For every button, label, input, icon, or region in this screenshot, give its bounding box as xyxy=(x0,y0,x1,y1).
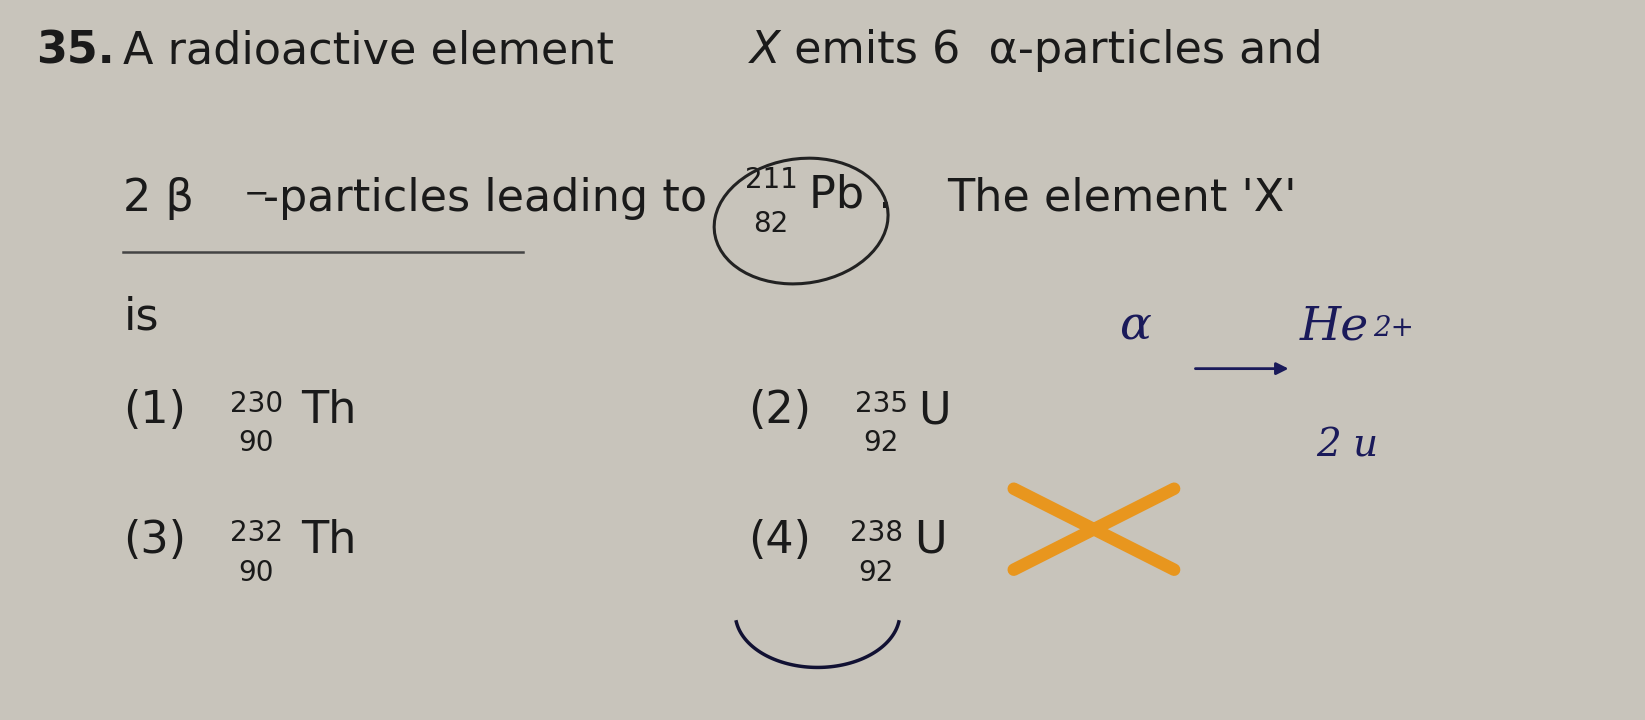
Text: 232: 232 xyxy=(230,519,283,547)
Text: (4): (4) xyxy=(748,518,811,562)
Text: 2 β: 2 β xyxy=(123,176,194,220)
Text: 235: 235 xyxy=(855,390,908,418)
Text: 82: 82 xyxy=(753,210,788,238)
Text: 2 u: 2 u xyxy=(1316,428,1379,464)
Text: α: α xyxy=(1119,304,1150,349)
Text: 90: 90 xyxy=(239,559,275,587)
Text: 238: 238 xyxy=(850,519,903,547)
Text: Pb .: Pb . xyxy=(809,173,893,216)
Text: The element 'X': The element 'X' xyxy=(948,176,1296,220)
Text: Th: Th xyxy=(301,389,357,432)
Text: 230: 230 xyxy=(230,390,283,418)
Text: X: X xyxy=(750,29,781,72)
Text: U: U xyxy=(915,518,948,562)
Text: Th: Th xyxy=(301,518,357,562)
Text: He: He xyxy=(1300,304,1369,349)
Text: is: is xyxy=(123,295,160,338)
Text: (2): (2) xyxy=(748,389,811,432)
Text: 2+: 2+ xyxy=(1374,315,1415,342)
Text: A radioactive element: A radioactive element xyxy=(123,29,628,72)
Text: (3): (3) xyxy=(123,518,186,562)
Text: -particles leading to: -particles leading to xyxy=(263,176,707,220)
Text: emits 6  α-particles and: emits 6 α-particles and xyxy=(780,29,1323,72)
Text: −: − xyxy=(243,180,270,209)
Text: (1): (1) xyxy=(123,389,186,432)
Text: U: U xyxy=(918,389,951,432)
Text: 211: 211 xyxy=(745,166,798,194)
Text: 92: 92 xyxy=(859,559,895,587)
Text: 90: 90 xyxy=(239,429,275,457)
Text: 92: 92 xyxy=(864,429,900,457)
Text: 35.: 35. xyxy=(36,29,115,72)
